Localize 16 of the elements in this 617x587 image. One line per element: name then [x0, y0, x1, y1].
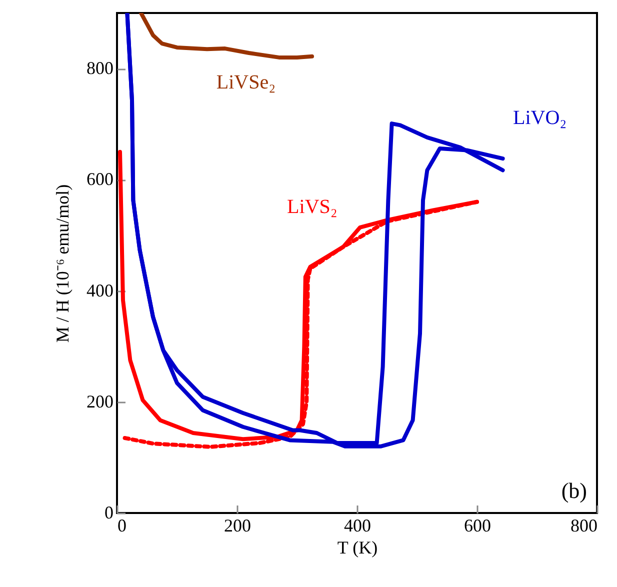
y-tick-label: 600: [86, 169, 114, 190]
x-tick-label: 800: [570, 516, 598, 536]
annotation: (b): [561, 478, 587, 503]
x-axis-title: T (K): [337, 538, 378, 558]
y-tick-label: 200: [86, 391, 114, 412]
x-tick-label: 600: [464, 516, 491, 536]
y-tick-label: 400: [86, 280, 114, 300]
series-label: LiVSe₂: [216, 72, 276, 94]
text: LiVO₂: [512, 107, 567, 130]
x-tick-label: 400: [344, 516, 371, 536]
series-label: LiVS₂: [287, 196, 338, 218]
x-tick-label: 0: [118, 516, 126, 536]
y-tick-label: 800: [86, 58, 114, 78]
y-tick-label: 0: [104, 502, 114, 522]
y-axis-title: M / H (10⁻⁶ emu/mol): [52, 184, 72, 343]
x-tick-label: 200: [224, 516, 251, 536]
